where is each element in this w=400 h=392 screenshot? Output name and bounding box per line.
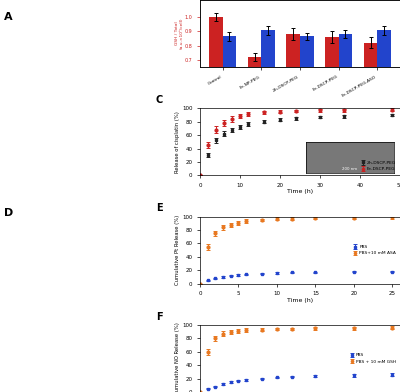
Bar	[261, 31, 275, 103]
Y-axis label: Release of cisplatin (%): Release of cisplatin (%)	[176, 111, 180, 173]
Text: D: D	[4, 208, 13, 218]
Legend: Zn-DSCP-PEG, Fe-DSCP-PEG: Zn-DSCP-PEG, Fe-DSCP-PEG	[358, 159, 398, 173]
Text: F: F	[156, 312, 163, 322]
Text: C: C	[156, 95, 163, 105]
X-axis label: Time (h): Time (h)	[287, 298, 313, 303]
Bar	[209, 17, 223, 160]
Text: A: A	[4, 12, 13, 22]
Bar	[286, 34, 300, 160]
Legend: PBS, PBS + 10 mM GSH: PBS, PBS + 10 mM GSH	[348, 352, 398, 366]
Legend: PBS, PBS+10 mM ASA: PBS, PBS+10 mM ASA	[351, 243, 398, 257]
X-axis label: Time (h): Time (h)	[287, 189, 313, 194]
Y-axis label: Cumulative Pt Release (%): Cumulative Pt Release (%)	[176, 215, 180, 285]
Y-axis label: GSH / Total
(a.u.×10³/cell): GSH / Total (a.u.×10³/cell)	[175, 18, 183, 49]
Bar	[339, 34, 352, 103]
Bar	[300, 36, 314, 103]
Bar	[248, 57, 261, 160]
Bar	[223, 36, 236, 103]
Bar	[325, 37, 339, 160]
Bar	[377, 31, 391, 103]
Y-axis label: Cumulative NO Release (%): Cumulative NO Release (%)	[176, 322, 180, 392]
Text: E: E	[156, 203, 163, 213]
Bar	[364, 43, 377, 160]
